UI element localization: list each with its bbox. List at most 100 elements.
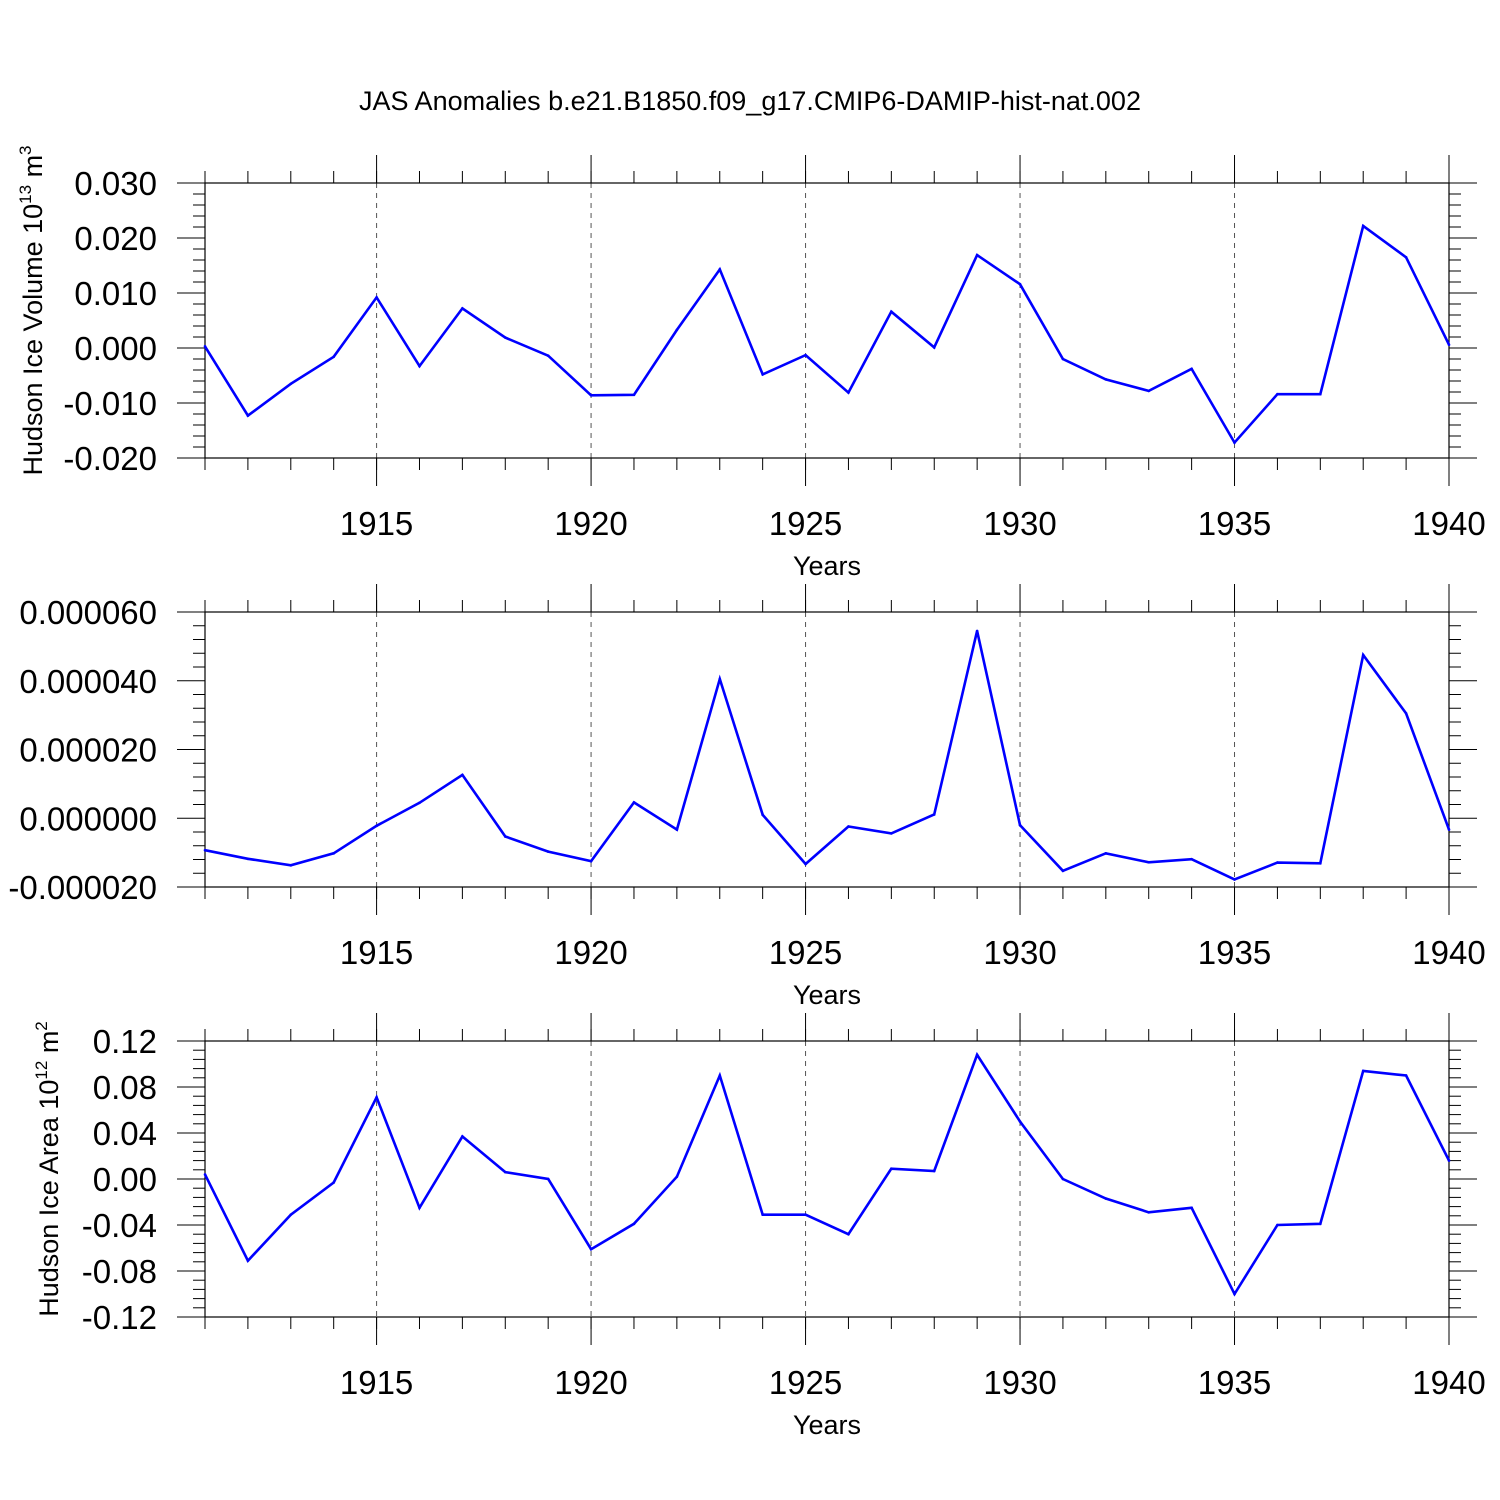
chart-panel-1: 1915 1920 1925 1930 1935 1940 -0.020 -0.010 0.00… bbox=[16, 145, 1486, 581]
data-point bbox=[418, 364, 421, 368]
data-point bbox=[589, 859, 593, 863]
y-label-unit: m bbox=[34, 1031, 64, 1061]
y-tick-label: -0.020 bbox=[63, 440, 157, 477]
x-tick-label: 1920 bbox=[554, 505, 627, 542]
data-point bbox=[503, 835, 507, 838]
data-point bbox=[1104, 852, 1108, 855]
x-tick-label: 1915 bbox=[340, 505, 413, 542]
data-point bbox=[1104, 1197, 1108, 1200]
data-point bbox=[332, 1181, 335, 1184]
x-tick-label: 1930 bbox=[983, 505, 1056, 542]
data-point bbox=[289, 864, 293, 867]
plot-frame bbox=[204, 182, 1450, 459]
data-point bbox=[375, 1096, 378, 1099]
data-point bbox=[418, 801, 421, 805]
y-label-exponent: 13 bbox=[16, 185, 35, 204]
data-point bbox=[932, 1169, 936, 1173]
data-point bbox=[804, 353, 807, 357]
data-point bbox=[375, 824, 378, 828]
data-point bbox=[890, 832, 893, 835]
data-point bbox=[1147, 860, 1151, 864]
data-point bbox=[1233, 441, 1236, 444]
data-point bbox=[1190, 857, 1193, 861]
data-point bbox=[461, 307, 464, 310]
data-point bbox=[332, 355, 335, 359]
data-point bbox=[203, 1173, 207, 1176]
y-label-main: Hudson Ice Volume 10 bbox=[18, 204, 48, 476]
data-point bbox=[675, 328, 679, 332]
data-point bbox=[804, 862, 807, 866]
x-tick-label: 1925 bbox=[769, 1364, 842, 1401]
y-axis-label: Hudson Ice Area 1012 m2 bbox=[32, 1021, 64, 1317]
data-point bbox=[203, 345, 207, 348]
data-point bbox=[1104, 378, 1108, 381]
x-tick-label: 1940 bbox=[1412, 934, 1485, 971]
y-tick-label: 0.010 bbox=[74, 275, 157, 312]
y-label-unit-exponent: 2 bbox=[32, 1021, 51, 1030]
data-point bbox=[1147, 1211, 1151, 1214]
data-point bbox=[890, 310, 893, 314]
y-tick-label: 0.020 bbox=[74, 220, 157, 257]
data-point bbox=[1018, 1120, 1022, 1123]
data-point bbox=[203, 848, 207, 852]
y-tick-label: 0.00 bbox=[93, 1161, 157, 1198]
data-point bbox=[932, 813, 936, 816]
x-tick-label: 1940 bbox=[1412, 505, 1485, 542]
data-point bbox=[1319, 1222, 1322, 1226]
data-point bbox=[546, 1177, 550, 1181]
data-point bbox=[1404, 1074, 1408, 1077]
y-tick-label: 0.08 bbox=[93, 1069, 157, 1106]
y-label-exponent: 12 bbox=[32, 1061, 51, 1080]
figure-title: JAS Anomalies b.e21.B1850.f09_g17.CMIP6-… bbox=[359, 86, 1141, 116]
x-axis-label: Years bbox=[793, 551, 861, 581]
x-tick-label: 1925 bbox=[769, 505, 842, 542]
data-point bbox=[1447, 1159, 1451, 1162]
x-tick-label: 1935 bbox=[1198, 934, 1271, 971]
data-point bbox=[503, 1170, 507, 1174]
x-tick-label: 1930 bbox=[983, 934, 1056, 971]
y-tick-label: 0.030 bbox=[74, 165, 157, 202]
data-point bbox=[1147, 389, 1151, 393]
data-point bbox=[632, 801, 636, 804]
data-point bbox=[589, 1247, 593, 1251]
x-tick-label: 1935 bbox=[1198, 1364, 1271, 1401]
data-point bbox=[1319, 392, 1322, 396]
data-point bbox=[975, 1053, 979, 1057]
data-point bbox=[418, 1206, 421, 1210]
data-point bbox=[1276, 861, 1279, 864]
y-tick-label: -0.08 bbox=[82, 1253, 157, 1290]
y-tick-label: -0.04 bbox=[82, 1207, 157, 1244]
data-point bbox=[246, 1259, 250, 1262]
x-tick-label: 1935 bbox=[1198, 505, 1271, 542]
data-point bbox=[375, 296, 378, 299]
x-tick-label: 1920 bbox=[554, 1364, 627, 1401]
data-point bbox=[461, 773, 464, 777]
plot-frame bbox=[204, 1040, 1450, 1318]
y-tick-label: -0.010 bbox=[63, 385, 157, 422]
x-tick-label: 1930 bbox=[983, 1364, 1056, 1401]
data-point bbox=[675, 1175, 679, 1178]
x-tick-label: 1915 bbox=[340, 1364, 413, 1401]
data-point bbox=[761, 813, 764, 817]
y-tick-label: 0.000000 bbox=[19, 800, 157, 837]
data-point bbox=[1404, 255, 1408, 259]
data-point bbox=[804, 1213, 807, 1216]
data-point bbox=[632, 393, 636, 397]
panels-group: 1915 1920 1925 1930 1935 1940 -0.020 -0.010 0.00… bbox=[8, 145, 1485, 1440]
y-label-unit: m bbox=[18, 155, 48, 185]
data-point bbox=[1061, 1177, 1065, 1181]
data-point bbox=[975, 629, 979, 633]
data-point bbox=[1276, 392, 1279, 396]
data-point bbox=[1447, 343, 1451, 347]
data-point bbox=[1061, 869, 1065, 873]
data-point bbox=[503, 336, 507, 339]
data-point bbox=[1447, 828, 1451, 831]
data-point bbox=[1319, 861, 1322, 865]
chart-panel-3: 1915 1920 1925 1930 1935 1940 -0.12 -0.08 -0.04 0… bbox=[32, 1013, 1486, 1440]
data-point bbox=[1018, 823, 1022, 827]
data-point bbox=[289, 382, 293, 386]
data-point bbox=[289, 1213, 293, 1216]
data-point bbox=[675, 828, 679, 831]
data-point bbox=[589, 394, 593, 397]
data-point bbox=[1190, 367, 1193, 371]
